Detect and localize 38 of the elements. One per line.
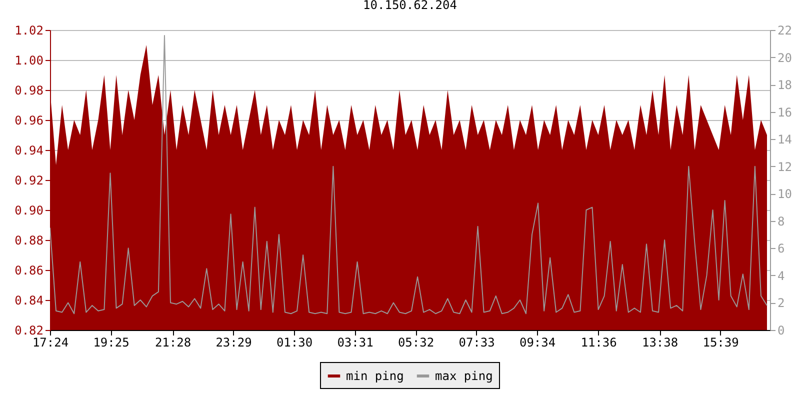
y2-tick-label: 0: [778, 324, 785, 338]
y-tick-label: 0.94: [14, 144, 44, 158]
x-tick-label: 15:39: [702, 336, 739, 350]
y2-tick-label: 22: [778, 24, 792, 38]
y2-tick-label: 6: [778, 242, 785, 256]
y-tick-label: 0.88: [14, 234, 44, 248]
x-tick-label: 03:31: [337, 336, 374, 350]
x-tick-label: 13:38: [642, 336, 678, 350]
y-tick-label: 0.84: [14, 294, 44, 308]
y2-tick-label: 18: [778, 78, 792, 92]
x-tick-label: 09:34: [519, 336, 556, 350]
x-tick-label: 21:28: [154, 336, 192, 350]
x-tick-label: 07:33: [458, 336, 495, 350]
legend-label: min ping: [346, 369, 404, 383]
legend-label: max ping: [435, 369, 493, 383]
x-tick-label: 11:36: [580, 336, 617, 350]
y2-tick-label: 20: [778, 50, 792, 65]
y-tick-label: 0.98: [14, 84, 44, 98]
x-tick-label: 05:32: [398, 336, 434, 350]
x-tick-label: 19:25: [93, 336, 130, 350]
y2-tick-label: 2: [778, 296, 785, 310]
x-tick-label: 23:29: [216, 336, 252, 350]
y-tick-label: 0.82: [14, 324, 44, 338]
y-tick-label: 1.02: [14, 24, 44, 38]
y2-tick-label: 4: [778, 268, 785, 283]
y-tick-label: 0.90: [14, 204, 44, 218]
y-tick-label: 0.92: [14, 174, 44, 188]
y2-tick-label: 10: [778, 187, 792, 202]
x-tick-label: 17:24: [32, 336, 69, 350]
y-tick-label: 0.86: [14, 264, 44, 278]
chart-title: 10.150.62.204: [363, 0, 457, 12]
y2-tick-label: 8: [778, 214, 785, 228]
y2-tick-label: 12: [778, 160, 792, 174]
y-tick-label: 1.00: [14, 54, 44, 68]
x-tick-label: 01:30: [276, 336, 313, 350]
y2-tick-label: 16: [778, 105, 792, 120]
y2-tick-label: 14: [778, 132, 792, 147]
y-tick-label: 0.96: [14, 114, 44, 128]
